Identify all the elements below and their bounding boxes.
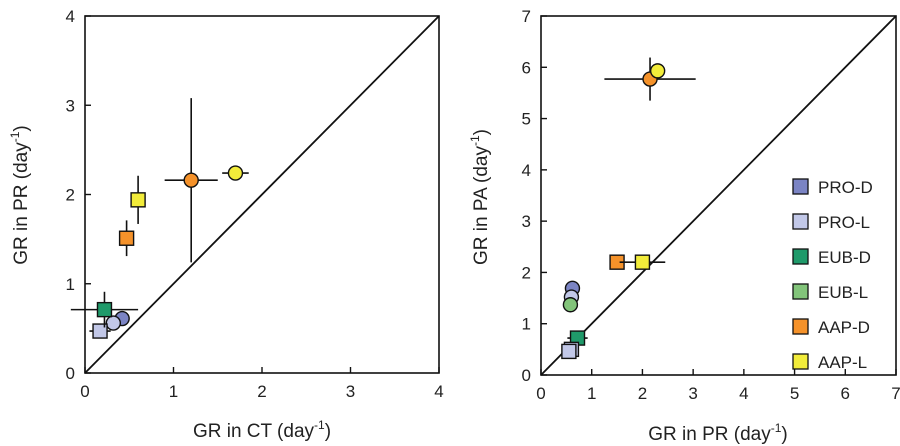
points-left <box>70 98 249 339</box>
legend-swatch <box>792 318 809 335</box>
ticks-right: 0 1 2 3 4 5 6 7 0 1 2 3 4 5 6 7 <box>522 7 900 403</box>
points-right <box>561 57 696 360</box>
y-tick-label: 7 <box>522 7 531 26</box>
data-point-pro-l-square <box>89 323 111 339</box>
x-tick-label: 0 <box>536 384 545 403</box>
x-tick-label: 1 <box>169 382 178 401</box>
x-tick-label: 5 <box>790 384 799 403</box>
y-tick-label: 6 <box>522 58 531 77</box>
data-point-aap-l-circle <box>222 165 249 181</box>
x-tick-label: 7 <box>891 384 900 403</box>
y-tick-label: 3 <box>522 212 531 231</box>
legend-label: PRO-D <box>818 178 873 197</box>
plot-frame-right <box>540 15 897 376</box>
ticks-left: 0 1 2 3 4 0 1 2 3 4 <box>66 7 444 401</box>
square-marker <box>118 230 135 246</box>
y-tick-label: 0 <box>66 364 75 383</box>
circle-marker <box>562 297 579 313</box>
legend-item-pro-d: PRO-D <box>792 178 873 197</box>
chart-left: 0 1 2 3 4 0 1 2 3 4 GR in CT (day-1) GR in PR (da… <box>8 7 444 442</box>
legend-swatch <box>792 248 809 265</box>
x-axis-title-right: GR in PR (day-1) <box>648 421 787 445</box>
chart-right: 0 1 2 3 4 5 6 7 0 1 2 3 4 5 6 7 GR in PR (day-1) GR in … <box>468 7 900 445</box>
circle-marker <box>227 165 244 181</box>
legend-label: AAP-L <box>818 353 867 372</box>
legend-swatch <box>792 178 809 195</box>
x-tick-label: 4 <box>739 384 748 403</box>
x-axis-title-left: GR in CT (day-1) <box>193 418 331 442</box>
data-point-eub-d-square <box>70 291 139 328</box>
y-tick-label: 2 <box>66 186 75 205</box>
data-point-pro-l-square <box>561 343 577 360</box>
square-marker <box>92 323 108 339</box>
legend: PRO-D PRO-L EUB-D EUB-L AAP-D AAP-L <box>792 178 873 372</box>
legend-label: EUB-L <box>818 283 868 302</box>
legend-label: AAP-D <box>818 318 870 337</box>
y-tick-label: 3 <box>66 96 75 115</box>
data-point-eub-d-square <box>567 330 588 346</box>
square-marker <box>96 301 113 318</box>
x-tick-label: 4 <box>434 382 443 401</box>
x-tick-label: 0 <box>80 382 89 401</box>
y-tick-label: 2 <box>522 263 531 282</box>
x-tick-label: 6 <box>841 384 850 403</box>
circle-marker <box>105 315 122 331</box>
data-point-aap-d-square <box>118 220 135 257</box>
data-point-aap-l-circle <box>649 63 666 79</box>
data-point-eub-l-circle <box>562 297 579 313</box>
y-tick-label: 4 <box>66 7 75 26</box>
data-point-aap-l-square <box>619 254 666 270</box>
data-point-aap-l-square <box>130 175 146 224</box>
data-point-pro-l-circle <box>105 315 122 331</box>
x-tick-label: 1 <box>587 384 596 403</box>
square-marker <box>561 343 577 360</box>
legend-item-aap-l: AAP-L <box>792 353 867 372</box>
legend-item-aap-d: AAP-D <box>792 318 870 337</box>
y-tick-label: 1 <box>66 275 75 294</box>
legend-item-eub-l: EUB-L <box>792 283 868 302</box>
identity-line-left <box>84 15 440 374</box>
x-tick-label: 2 <box>638 384 647 403</box>
y-tick-label: 1 <box>522 315 531 334</box>
x-tick-label: 3 <box>346 382 355 401</box>
y-tick-label: 5 <box>522 110 531 129</box>
y-tick-label: 4 <box>522 161 531 180</box>
identity-line-right <box>540 15 897 376</box>
legend-label: PRO-L <box>818 213 870 232</box>
legend-item-pro-l: PRO-L <box>792 213 870 232</box>
x-tick-label: 2 <box>257 382 266 401</box>
square-marker <box>130 192 146 208</box>
circle-marker <box>183 172 199 188</box>
data-point-aap-d-circle <box>164 98 218 263</box>
legend-swatch <box>792 283 809 300</box>
y-tick-label: 0 <box>522 366 531 385</box>
x-tick-label: 3 <box>688 384 697 403</box>
square-marker <box>634 254 651 270</box>
legend-swatch <box>792 353 809 370</box>
legend-item-eub-d: EUB-D <box>792 248 871 267</box>
legend-label: EUB-D <box>818 248 871 267</box>
data-point-aap-d-circle <box>604 57 696 101</box>
circle-marker <box>649 63 666 79</box>
y-axis-title-right: GR in PA (day-1) <box>468 129 492 265</box>
legend-swatch <box>792 213 809 230</box>
y-axis-title-left: GR in PR (day-1) <box>8 125 32 264</box>
